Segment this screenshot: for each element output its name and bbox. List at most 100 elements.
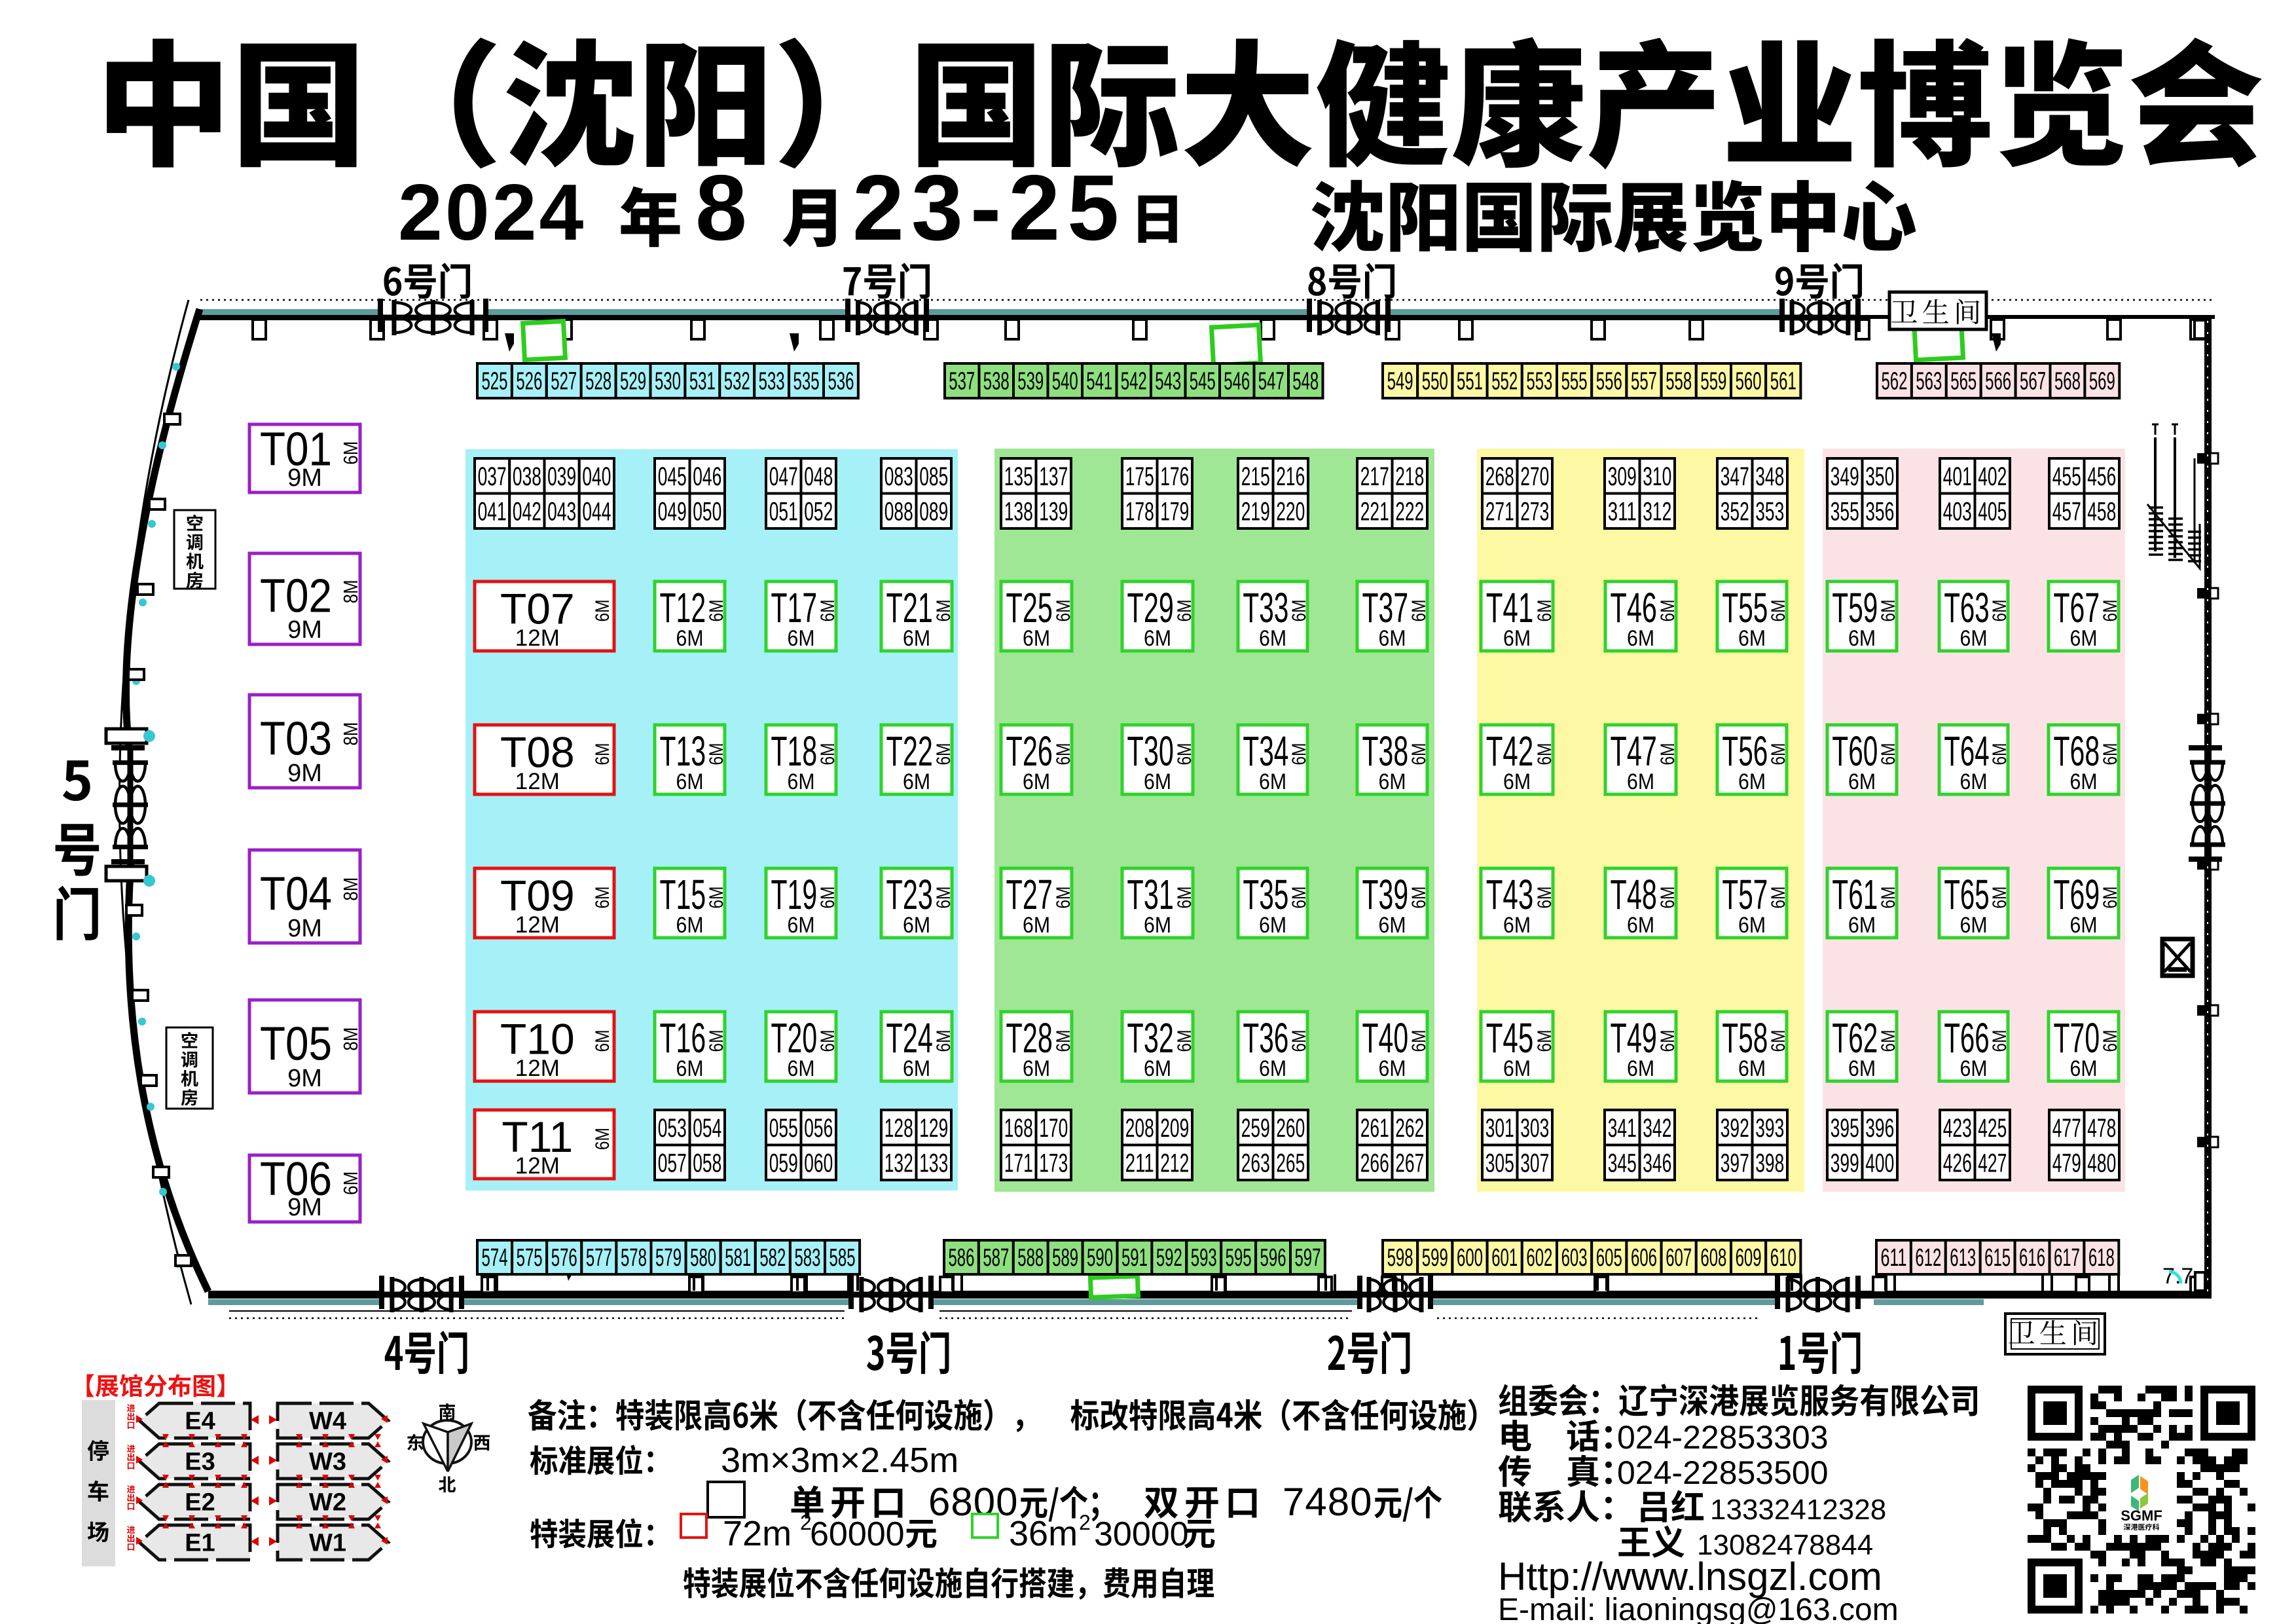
svg-text:E2: E2 <box>185 1489 215 1517</box>
svg-text:T28: T28 <box>1006 1014 1053 1061</box>
svg-text:6M: 6M <box>339 1172 362 1195</box>
svg-text:039: 039 <box>547 462 576 491</box>
svg-text:6M: 6M <box>1144 913 1171 938</box>
svg-text:T40: T40 <box>1362 1014 1408 1061</box>
svg-text:574: 574 <box>482 1244 508 1272</box>
svg-text:047: 047 <box>769 462 798 491</box>
svg-text:2: 2 <box>800 1511 812 1534</box>
svg-text:178: 178 <box>1125 497 1154 526</box>
svg-text:566: 566 <box>1985 368 2011 396</box>
svg-text:T64: T64 <box>1944 728 1989 775</box>
svg-text:6M: 6M <box>1848 913 1876 938</box>
svg-text:040: 040 <box>582 462 611 491</box>
svg-text:T06: T06 <box>260 1153 332 1206</box>
svg-text:088: 088 <box>884 497 913 526</box>
svg-text:T60: T60 <box>1832 728 1878 775</box>
svg-text:6M: 6M <box>592 600 613 622</box>
svg-text:545: 545 <box>1190 368 1216 396</box>
svg-text:6M: 6M <box>676 1056 704 1081</box>
svg-text:6M: 6M <box>1023 913 1050 938</box>
svg-text:6M: 6M <box>676 769 704 794</box>
svg-text:579: 579 <box>655 1244 682 1272</box>
svg-text:024-22853303: 024-22853303 <box>1617 1419 1829 1456</box>
svg-text:425: 425 <box>1978 1114 2007 1143</box>
svg-text:458: 458 <box>2087 497 2116 526</box>
svg-text:6M: 6M <box>706 1030 727 1052</box>
svg-text:6M: 6M <box>1534 743 1556 766</box>
svg-text:261: 261 <box>1360 1114 1389 1143</box>
svg-text:059: 059 <box>769 1149 798 1177</box>
svg-text:557: 557 <box>1631 368 1657 396</box>
svg-text:6M: 6M <box>1144 626 1171 651</box>
svg-text:6M: 6M <box>1144 769 1171 794</box>
svg-text:6M: 6M <box>592 1030 613 1052</box>
svg-text:6M: 6M <box>1259 913 1286 938</box>
svg-text:T15: T15 <box>659 871 706 918</box>
svg-text:220: 220 <box>1276 497 1305 526</box>
svg-text:305: 305 <box>1485 1149 1514 1177</box>
svg-text:T25: T25 <box>1006 584 1053 631</box>
svg-text:Http://www.lnsgzl.com: Http://www.lnsgzl.com <box>1498 1555 1882 1598</box>
svg-text:6M: 6M <box>1023 769 1050 794</box>
svg-text:6M: 6M <box>1408 1030 1430 1052</box>
svg-text:542: 542 <box>1121 368 1147 396</box>
svg-text:6M: 6M <box>2100 743 2121 766</box>
svg-text:T12: T12 <box>659 584 706 631</box>
svg-text:585: 585 <box>829 1244 856 1272</box>
svg-text:6M: 6M <box>1627 1056 1654 1081</box>
svg-text:T02: T02 <box>260 570 332 623</box>
svg-text:618: 618 <box>2088 1244 2115 1272</box>
svg-text:530: 530 <box>655 368 681 396</box>
svg-text:E1: E1 <box>185 1530 215 1557</box>
svg-text:6M: 6M <box>2100 1030 2121 1052</box>
svg-text:9M: 9M <box>287 1194 322 1221</box>
svg-text:6M: 6M <box>1408 887 1430 909</box>
svg-text:605: 605 <box>1596 1244 1622 1272</box>
svg-text:6M: 6M <box>1288 743 1310 766</box>
svg-text:215: 215 <box>1241 462 1270 491</box>
svg-text:T24: T24 <box>886 1014 933 1061</box>
svg-text:044: 044 <box>582 497 611 526</box>
svg-text:T22: T22 <box>886 728 933 775</box>
svg-text:6M: 6M <box>339 441 362 465</box>
svg-text:T01: T01 <box>260 423 332 475</box>
svg-text:547: 547 <box>1258 368 1285 396</box>
svg-text:6M: 6M <box>1627 913 1654 938</box>
svg-text:6M: 6M <box>1960 1056 1988 1081</box>
svg-text:582: 582 <box>759 1244 786 1272</box>
svg-text:455: 455 <box>2052 462 2081 491</box>
svg-text:563: 563 <box>1916 368 1942 396</box>
svg-text:T10: T10 <box>500 1015 575 1063</box>
svg-text:569: 569 <box>2089 368 2115 396</box>
svg-text:T18: T18 <box>771 728 817 775</box>
svg-text:550: 550 <box>1422 368 1448 396</box>
svg-text:6M: 6M <box>706 887 727 909</box>
svg-text:053: 053 <box>658 1114 687 1143</box>
svg-text:9M: 9M <box>287 760 322 787</box>
svg-text:6M: 6M <box>1534 887 1556 909</box>
svg-text:609: 609 <box>1736 1244 1762 1272</box>
svg-text:12M: 12M <box>515 912 560 938</box>
svg-text:6M: 6M <box>903 769 930 794</box>
svg-text:T03: T03 <box>260 713 332 766</box>
svg-text:T07: T07 <box>500 585 575 633</box>
svg-text:043: 043 <box>547 497 576 526</box>
svg-text:T55: T55 <box>1722 584 1768 631</box>
svg-text:T27: T27 <box>1006 871 1053 918</box>
svg-text:353: 353 <box>1755 497 1784 526</box>
svg-text:613: 613 <box>1950 1244 1976 1272</box>
svg-text:6M: 6M <box>1259 1056 1286 1081</box>
svg-text:6M: 6M <box>788 1056 815 1081</box>
svg-text:W3: W3 <box>309 1449 346 1476</box>
svg-text:543: 543 <box>1155 368 1181 396</box>
svg-text:175: 175 <box>1125 462 1154 491</box>
svg-text:6M: 6M <box>933 600 955 622</box>
svg-text:303: 303 <box>1520 1114 1549 1143</box>
svg-text:6M: 6M <box>903 1056 930 1081</box>
svg-text:601: 601 <box>1491 1244 1518 1272</box>
svg-text:6M: 6M <box>1503 769 1531 794</box>
svg-text:045: 045 <box>658 462 687 491</box>
svg-text:T09: T09 <box>500 872 575 920</box>
svg-text:457: 457 <box>2052 497 2081 526</box>
svg-text:399: 399 <box>1831 1149 1859 1177</box>
